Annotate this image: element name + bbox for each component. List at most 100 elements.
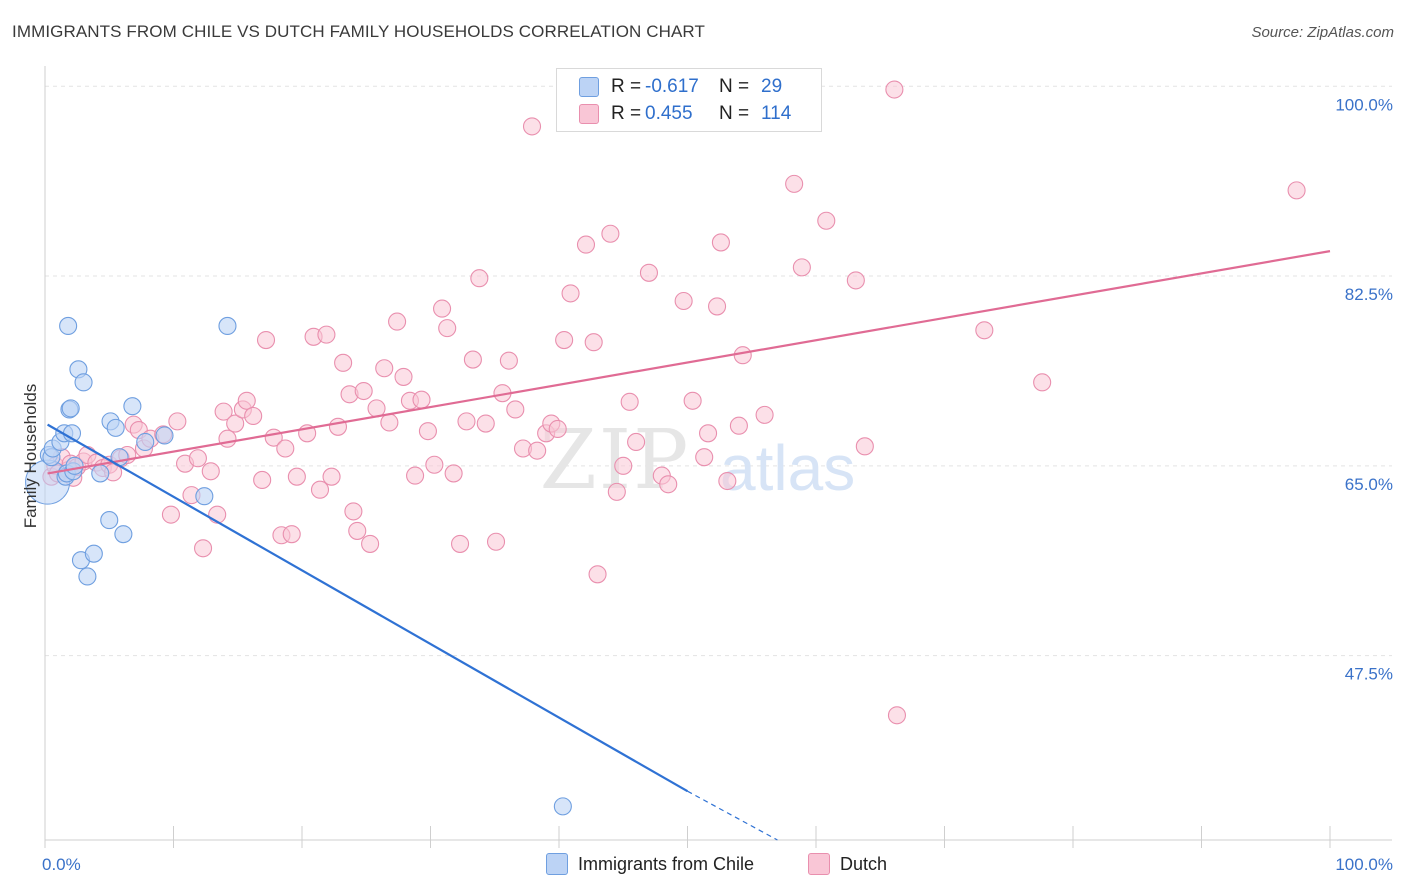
chile-point	[61, 399, 80, 418]
chile-point	[195, 487, 214, 506]
chile-swatch-icon	[579, 77, 599, 97]
dutch-point	[855, 437, 874, 456]
chile-point	[106, 418, 125, 437]
x-tick-label: 100.0%	[1335, 855, 1393, 874]
dutch-point	[282, 525, 301, 544]
axes	[44, 66, 1392, 848]
dutch-point	[584, 333, 603, 352]
dutch-point	[792, 258, 811, 277]
chile-point	[84, 544, 103, 563]
trend-lines	[47, 250, 1331, 841]
dutch-point	[444, 464, 463, 483]
watermark: ZIP atlas	[540, 413, 855, 508]
chile-point	[155, 426, 174, 445]
legend-row-dutch: R = 0.455 N = 114	[579, 102, 791, 126]
y-tick-label: 47.5%	[1345, 665, 1393, 684]
dutch-point	[375, 359, 394, 378]
dutch-point	[733, 346, 752, 365]
bottom-legend-chile[interactable]: Immigrants from Chile	[546, 852, 754, 876]
chile-legend-swatch-icon	[546, 853, 568, 875]
dutch-point	[457, 412, 476, 431]
dutch-point	[433, 299, 452, 318]
legend-r-value-chile: -0.617	[645, 76, 699, 97]
chile-point	[218, 316, 237, 335]
dutch-point	[317, 325, 336, 344]
dutch-point	[885, 80, 904, 99]
dutch-point	[226, 414, 245, 433]
dutch-point	[463, 350, 482, 369]
dutch-point	[699, 424, 718, 443]
dutch-point	[683, 391, 702, 410]
dutch-point	[695, 448, 714, 467]
dutch-trend-line	[47, 250, 1331, 475]
dutch-point	[388, 312, 407, 331]
dutch-point	[639, 263, 659, 282]
dutch-point	[499, 351, 518, 370]
legend-r-label: R =	[611, 76, 642, 97]
dutch-point	[406, 466, 425, 485]
dutch-point	[361, 534, 380, 553]
chile-point	[553, 797, 572, 816]
dutch-point	[561, 284, 580, 303]
watermark-atlas: atlas	[720, 432, 855, 504]
chile-point	[91, 464, 110, 483]
dutch-point	[161, 505, 180, 524]
dutch-point	[627, 432, 646, 452]
dutch-point	[451, 534, 470, 553]
dutch-point	[659, 475, 678, 494]
legend-r-value-dutch: 0.455	[645, 103, 693, 124]
dutch-point	[412, 390, 431, 409]
dutch-point	[218, 429, 237, 448]
dutch-point	[576, 235, 596, 254]
dutch-point	[244, 406, 263, 426]
legend-r-label: R =	[611, 103, 642, 124]
dutch-point	[846, 271, 865, 290]
y-tick-label: 100.0%	[1335, 95, 1393, 114]
dutch-point	[601, 224, 620, 243]
dutch-point	[548, 419, 567, 439]
bottom-legend-chile-label: Immigrants from Chile	[578, 853, 755, 874]
dutch-point	[438, 319, 457, 338]
dutch-points	[42, 80, 1306, 725]
chile-point	[65, 456, 84, 475]
dutch-point	[718, 471, 737, 491]
bottom-legend-dutch[interactable]: Dutch	[808, 852, 887, 876]
chile-point	[59, 316, 78, 335]
dutch-point	[887, 706, 907, 725]
dutch-point	[322, 467, 341, 486]
dutch-point	[237, 391, 256, 410]
dutch-point	[188, 449, 207, 468]
dutch-point	[287, 467, 306, 486]
chile-trend-line	[47, 423, 689, 793]
dutch-point	[253, 470, 272, 489]
dutch-point	[614, 456, 633, 475]
tick-labels: 47.5% 65.0% 82.5% 100.0% 0.0% 100.0%	[42, 95, 1393, 874]
legend-n-value-chile: 29	[761, 76, 783, 97]
chile-point	[74, 373, 93, 392]
chile-point	[100, 511, 119, 530]
chile-point	[123, 397, 142, 416]
chart-title: IMMIGRANTS FROM CHILE VS DUTCH FAMILY HO…	[12, 22, 705, 41]
dutch-point	[522, 117, 542, 136]
dutch-point	[588, 565, 607, 584]
dutch-point	[394, 367, 413, 386]
dutch-point	[328, 417, 348, 436]
source-label: Source: ZipAtlas.com	[1251, 24, 1394, 41]
dutch-point	[276, 439, 295, 458]
dutch-point	[711, 233, 730, 252]
dutch-point	[506, 400, 525, 419]
dutch-point	[418, 422, 437, 441]
dutch-point	[486, 532, 506, 551]
bottom-legend-dutch-label: Dutch	[840, 853, 888, 874]
y-axis-label: Family Households	[21, 384, 40, 529]
chile-point	[136, 432, 155, 452]
dutch-point	[729, 416, 748, 435]
y-tick-label: 65.0%	[1345, 475, 1393, 494]
dutch-point	[755, 405, 774, 424]
chile-trend-extension	[687, 790, 778, 841]
dutch-point	[256, 330, 276, 350]
dutch-point	[528, 441, 547, 460]
dutch-point	[425, 455, 444, 474]
chile-point	[114, 525, 133, 544]
dutch-point	[674, 291, 693, 311]
